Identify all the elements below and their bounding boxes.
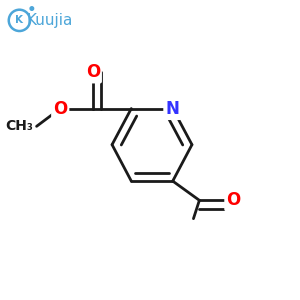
Text: O: O [86, 64, 100, 82]
Text: O: O [226, 191, 241, 209]
Text: K: K [15, 15, 23, 26]
Text: CH₃: CH₃ [6, 119, 34, 133]
Text: Kuujia: Kuujia [26, 13, 73, 28]
Text: N: N [166, 100, 180, 118]
Circle shape [30, 7, 34, 10]
Text: O: O [53, 100, 68, 118]
